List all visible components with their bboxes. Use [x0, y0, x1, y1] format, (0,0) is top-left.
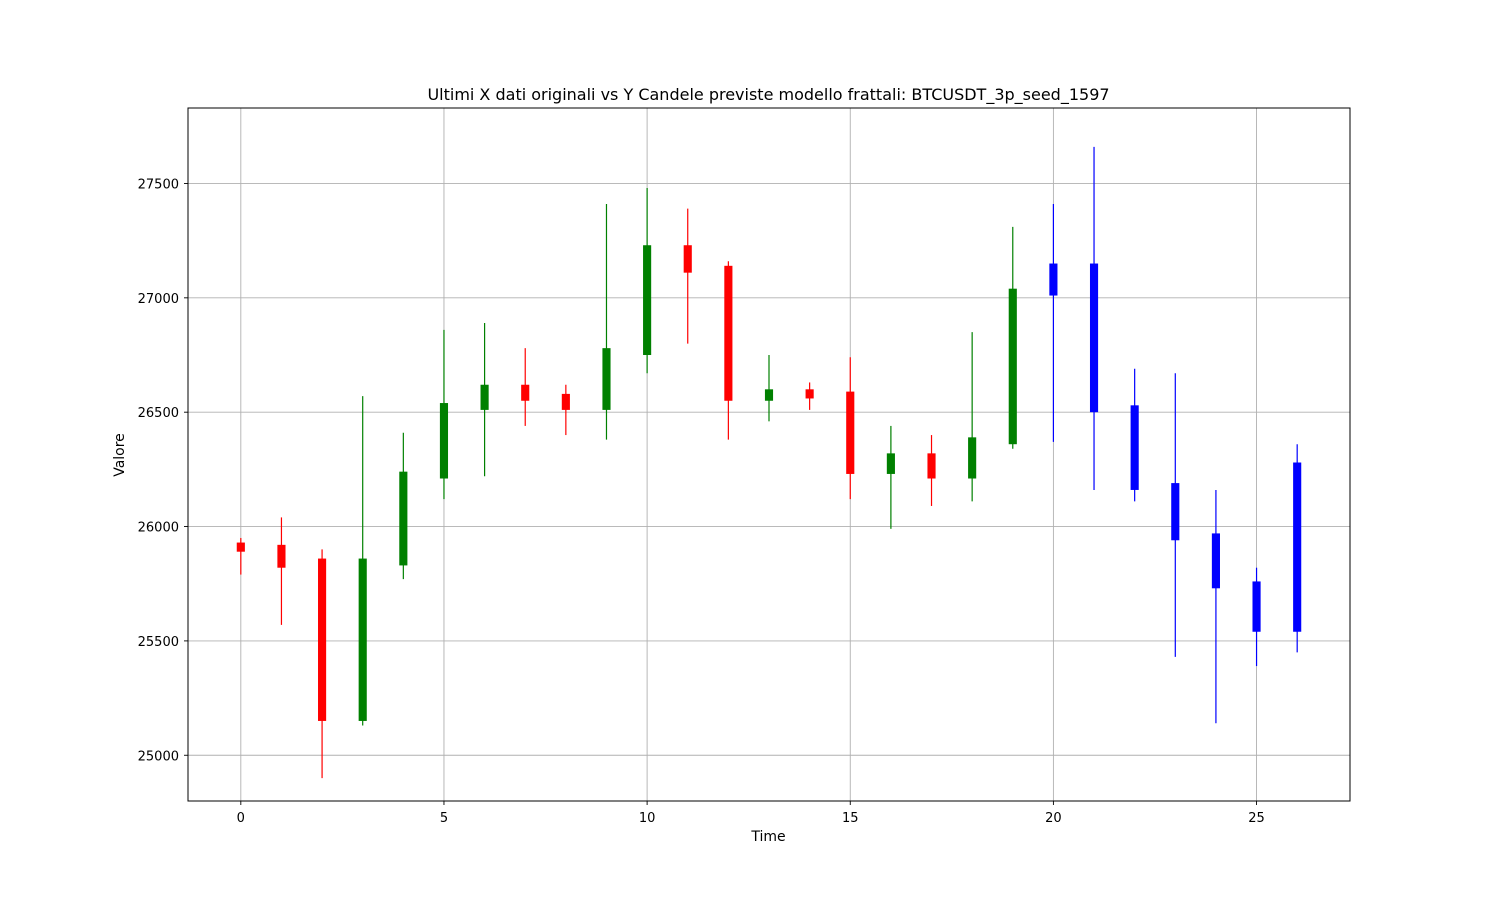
candle-up	[358, 396, 367, 726]
candle-body	[1171, 483, 1180, 541]
x-tick-label: 0	[237, 811, 245, 826]
candle-body	[764, 389, 774, 401]
candle-down	[683, 208, 692, 344]
candle-body	[724, 265, 733, 401]
candle-up	[480, 322, 489, 477]
candle-down	[846, 357, 855, 500]
candle-up	[602, 204, 611, 440]
candle-body	[561, 393, 570, 410]
candle-body	[1130, 405, 1139, 490]
candle-body	[318, 558, 327, 721]
candles	[236, 146, 1302, 779]
y-tick-label: 27500	[138, 177, 179, 192]
candle-up	[399, 432, 408, 580]
x-tick-label: 15	[842, 811, 859, 826]
y-tick-label: 26000	[138, 521, 179, 536]
candle-predicted	[1293, 444, 1302, 653]
candle-body	[277, 544, 286, 568]
x-tick-label: 20	[1045, 811, 1062, 826]
x-axis-label: Time	[750, 829, 785, 845]
candle-predicted	[1252, 567, 1261, 667]
candle-body	[1211, 533, 1220, 589]
candle-body	[399, 471, 408, 566]
chart-title: Ultimi X dati originali vs Y Candele pre…	[427, 85, 1109, 105]
candle-body	[683, 245, 692, 273]
candle-predicted	[1211, 489, 1220, 724]
candle-predicted	[1171, 373, 1180, 657]
candle-body	[886, 453, 895, 474]
candle-body	[236, 542, 245, 552]
y-tick-label: 26500	[138, 406, 179, 421]
candle-down	[724, 261, 733, 440]
y-tick-label: 25000	[138, 749, 179, 764]
candle-up	[1008, 226, 1017, 449]
candle-body	[602, 348, 611, 410]
candle-body	[1008, 288, 1017, 445]
y-tick-label: 27000	[138, 292, 179, 307]
axis-ticks: 0 5 10 15 20 25 25000 25500 26000 26500 27000 27500	[138, 177, 1265, 826]
candle-up	[643, 188, 652, 374]
candle-predicted	[1089, 146, 1099, 490]
candle-up	[886, 425, 895, 529]
candle-down	[561, 384, 570, 436]
candle-body	[927, 453, 936, 479]
candle-body	[1049, 263, 1058, 296]
candle-up	[439, 329, 449, 500]
y-axis-label: Valore	[112, 433, 128, 477]
candle-body	[521, 384, 530, 401]
candle-body	[968, 437, 977, 479]
candle-body	[846, 391, 855, 474]
x-tick-label: 5	[440, 811, 448, 826]
candle-body	[1252, 581, 1261, 632]
candle-down	[318, 549, 327, 779]
candle-body	[480, 384, 489, 410]
candle-predicted	[1130, 368, 1139, 502]
candle-body	[1293, 462, 1302, 632]
candle-down	[277, 517, 286, 625]
candle-down	[236, 537, 245, 575]
candle-body	[805, 389, 814, 399]
candle-down	[927, 435, 936, 506]
candle-body	[1089, 263, 1099, 413]
x-tick-label: 10	[639, 811, 656, 826]
candle-up	[764, 355, 774, 422]
candle-body	[643, 245, 652, 356]
candle-body	[358, 558, 367, 721]
candle-predicted	[1049, 204, 1058, 442]
x-tick-label: 25	[1248, 811, 1265, 826]
candle-down	[805, 382, 814, 410]
y-tick-label: 25500	[138, 635, 179, 650]
candle-up	[968, 332, 977, 502]
plot-frame	[187, 107, 1351, 802]
candle-down	[521, 348, 530, 426]
candle-body	[439, 403, 449, 479]
